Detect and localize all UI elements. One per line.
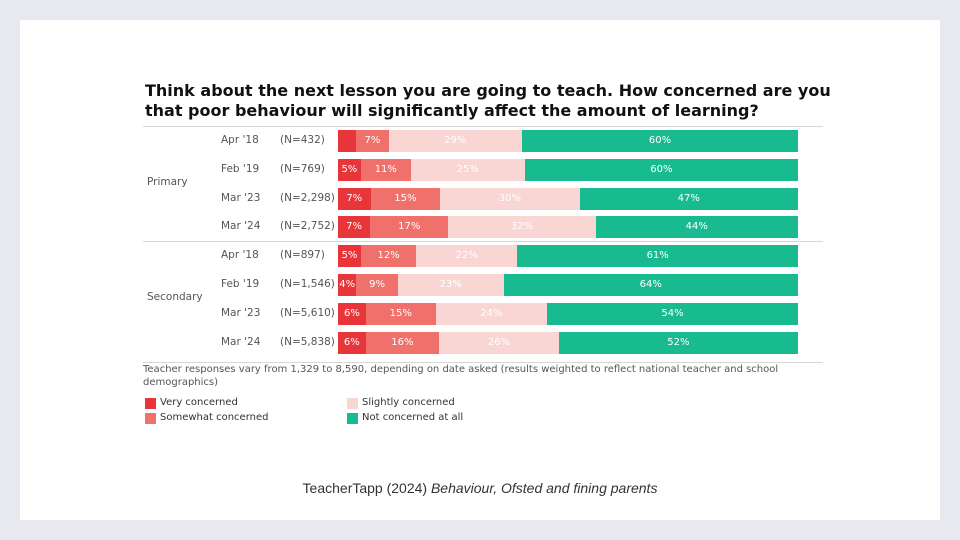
- bar-segment-not-concerned-at-all: [558, 331, 798, 354]
- row-n-label: (N=897): [280, 249, 325, 262]
- row-n-label: (N=5,838): [280, 335, 335, 348]
- bar-segment-somewhat-concerned: [356, 274, 398, 296]
- bar-segment-not-concerned-at-all: [579, 187, 798, 210]
- bar-value-label: 5%: [341, 163, 358, 175]
- bar-value-label: 7%: [364, 135, 381, 146]
- bar-value-label: 6%: [344, 307, 360, 319]
- legend-swatch: [145, 413, 156, 424]
- bar-segment-not-concerned-at-all: [595, 216, 798, 239]
- bar-segment-somewhat-concerned: [370, 216, 449, 239]
- bar-segment-slightly-concerned: [439, 331, 559, 354]
- bar-value-label: 12%: [377, 250, 400, 262]
- bar-value-label: 7%: [346, 221, 363, 233]
- bar-segment-not-concerned-at-all: [547, 302, 798, 325]
- bar-value-label: 6%: [343, 336, 360, 348]
- legend-label: Very concerned: [160, 397, 238, 408]
- bar-value-label: 22%: [455, 250, 478, 262]
- legend-label: Not concerned at all: [362, 412, 464, 423]
- row-date-label: Feb '19: [221, 162, 260, 175]
- row-n-label: (N=2,752): [280, 220, 335, 233]
- chart-title: Think about the next lesson you are goin…: [145, 81, 831, 120]
- bar-segment-slightly-concerned: [440, 187, 580, 210]
- chart-note: Teacher responses vary from 1,329 to 8,5…: [143, 364, 779, 388]
- legend-swatch: [145, 398, 156, 409]
- bar-value-label: 52%: [667, 336, 690, 348]
- row-date-label: Apr '18: [221, 134, 259, 146]
- bar-segment-very-concerned: [338, 216, 371, 239]
- bar-value-label: 24%: [480, 307, 503, 319]
- row-date-label: Mar '23: [221, 191, 261, 204]
- bar-segment-somewhat-concerned: [365, 302, 436, 325]
- bar-segment-somewhat-concerned: [370, 187, 441, 210]
- bar-value-label: 60%: [648, 135, 672, 146]
- bar-value-label: 15%: [394, 192, 417, 204]
- bar-value-label: 16%: [391, 336, 414, 348]
- bar-segment-very-concerned: [338, 274, 357, 296]
- bar-segment-very-concerned: [338, 302, 366, 325]
- bar-value-label: 23%: [439, 279, 462, 290]
- legend-label: Slightly concerned: [362, 397, 455, 408]
- bar-value-label: 9%: [369, 279, 386, 290]
- bar-segment-very-concerned: [338, 158, 361, 181]
- row-date-label: Feb '19: [221, 278, 260, 290]
- bar-segment-slightly-concerned: [397, 274, 504, 296]
- bar-value-label: 11%: [374, 163, 397, 175]
- bar-value-label: 4%: [339, 279, 356, 290]
- bar-value-label: 47%: [677, 192, 700, 204]
- group-label: Primary: [147, 175, 188, 188]
- bar-value-label: 5%: [341, 250, 358, 262]
- row-date-label: Mar '23: [221, 306, 261, 319]
- legend-swatch: [347, 413, 358, 424]
- bar-value-label: 30%: [498, 192, 522, 204]
- chart-bottom-rule: [143, 362, 823, 364]
- row-n-label: (N=432): [280, 134, 325, 146]
- bar-value-label: 25%: [456, 163, 479, 175]
- bar-segment-very-concerned: [338, 187, 371, 210]
- bar-segment-not-concerned-at-all: [522, 130, 798, 152]
- bar-segment-somewhat-concerned: [356, 130, 389, 152]
- row-date-label: Mar '24: [221, 335, 261, 348]
- group-label: Secondary: [147, 290, 203, 303]
- bar-value-label: 32%: [510, 221, 534, 233]
- bar-value-label: 54%: [661, 307, 684, 319]
- legend-label: Somewhat concerned: [160, 412, 269, 423]
- bar-segment-not-concerned-at-all: [524, 158, 798, 181]
- bar-value-label: 29%: [444, 135, 467, 146]
- bar-segment-slightly-concerned: [448, 216, 596, 239]
- group-separator: [143, 241, 823, 243]
- row-date-label: Mar '24: [221, 220, 261, 233]
- bar-value-label: 61%: [646, 250, 669, 262]
- bar-value-label: 64%: [639, 279, 662, 290]
- legend-swatch: [347, 398, 358, 409]
- caption-title: Behaviour, Ofsted and fining parents: [430, 480, 658, 496]
- bar-segment-very-concerned: [338, 331, 366, 354]
- bar-value-label: 60%: [650, 163, 673, 175]
- bar-segment-slightly-concerned: [435, 302, 548, 325]
- bar-value-label: 7%: [346, 192, 363, 204]
- bar-segment-not-concerned-at-all: [503, 274, 798, 296]
- row-n-label: (N=2,298): [280, 191, 335, 204]
- bar-segment-somewhat-concerned: [361, 245, 417, 268]
- bar-value-label: 17%: [398, 221, 421, 233]
- bar-value-label: 44%: [685, 221, 708, 233]
- bar-value-label: 15%: [389, 307, 412, 319]
- slide: Think about the next lesson you are goin…: [20, 20, 940, 520]
- bar-segment-not-concerned-at-all: [517, 245, 798, 268]
- source-caption: TeacherTapp (2024) Behaviour, Ofsted and…: [20, 480, 940, 496]
- chart-top-rule: [143, 126, 823, 127]
- bar-value-label: 26%: [487, 336, 511, 348]
- bar-segment-slightly-concerned: [410, 158, 525, 181]
- bar-segment-somewhat-concerned: [365, 331, 440, 354]
- bar-segment-very-concerned: [338, 245, 361, 268]
- row-date-label: Apr '18: [221, 249, 259, 262]
- row-n-label: (N=5,610): [280, 306, 335, 319]
- bar-segment-somewhat-concerned: [360, 158, 411, 181]
- row-n-label: (N=769): [280, 162, 325, 175]
- caption-prefix: TeacherTapp (2024): [302, 480, 431, 496]
- bar-segment-slightly-concerned: [416, 245, 518, 268]
- row-n-label: (N=1,546): [280, 278, 335, 290]
- bar-segment-very-concerned: [338, 130, 357, 152]
- bar-segment-slightly-concerned: [388, 130, 522, 152]
